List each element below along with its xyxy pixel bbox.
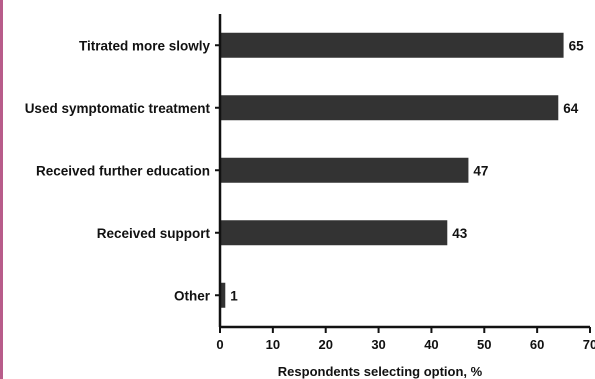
- left-accent-rule: [0, 0, 3, 379]
- value-label: 47: [473, 163, 488, 178]
- x-axis-title: Respondents selecting option, %: [278, 364, 483, 379]
- category-label: Other: [174, 288, 211, 303]
- bar-2: [220, 157, 469, 183]
- x-tick-label: 50: [477, 337, 491, 352]
- x-tick-label: 10: [266, 337, 280, 352]
- bar-1: [220, 95, 559, 121]
- x-tick-label: 70: [583, 337, 595, 352]
- category-label: Titrated more slowly: [79, 38, 211, 53]
- bar-3: [220, 220, 448, 246]
- x-tick-label: 20: [318, 337, 332, 352]
- x-tick-label: 30: [371, 337, 385, 352]
- value-label: 65: [569, 38, 585, 53]
- x-tick-label: 40: [424, 337, 438, 352]
- value-label: 64: [563, 101, 579, 116]
- x-tick-label: 0: [216, 337, 223, 352]
- value-label: 43: [452, 226, 468, 241]
- x-tick-label: 60: [530, 337, 544, 352]
- category-label: Used symptomatic treatment: [25, 101, 211, 116]
- bar-0: [220, 32, 564, 58]
- value-label: 1: [230, 288, 238, 303]
- category-label: Received support: [97, 226, 211, 241]
- category-label: Received further education: [36, 163, 210, 178]
- bar-4: [220, 282, 226, 308]
